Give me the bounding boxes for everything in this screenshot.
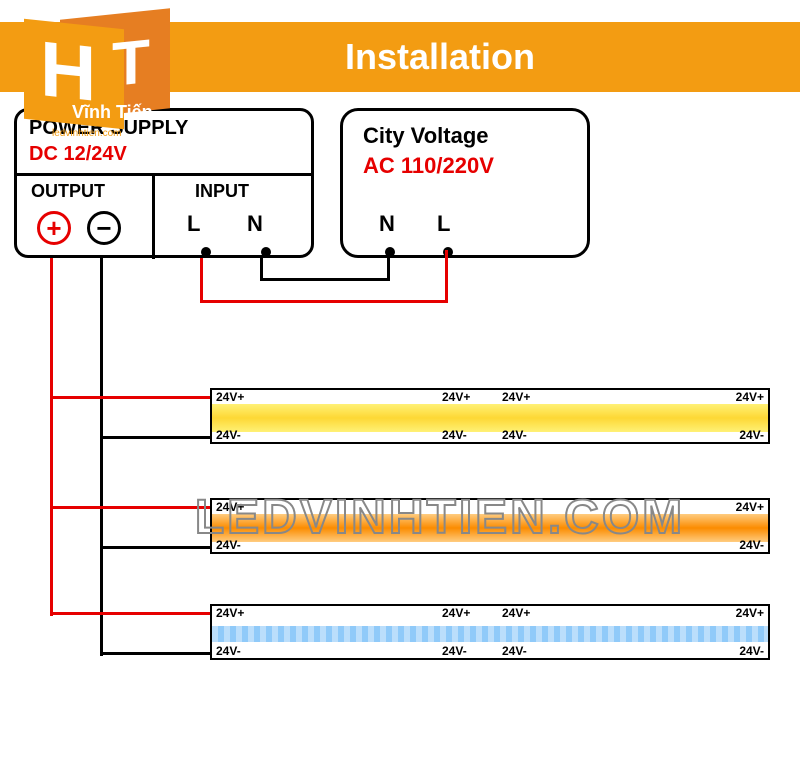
pad-b-2p: 24V+ xyxy=(442,606,470,620)
pad-b-3p: 24V+ xyxy=(502,606,530,620)
city-terminal-N: N xyxy=(379,211,395,237)
psu-terminal-minus: − xyxy=(87,211,121,245)
led-strip-blue: 24V+ 24V- 24V+ 24V- 24V+ 24V- 24V+ 24V- xyxy=(210,604,770,660)
pad-y-3m: 24V- xyxy=(502,428,527,442)
city-voltage-box: City Voltage AC 110/220V N L xyxy=(340,108,590,258)
logo-brand-text: Vĩnh Tiến xyxy=(72,102,153,123)
wire-minus-strip3 xyxy=(100,652,210,655)
led-band-yellow xyxy=(212,404,768,432)
wire-minus-strip1 xyxy=(100,436,210,439)
city-title: City Voltage xyxy=(363,123,489,149)
pad-y-1p: 24V+ xyxy=(216,390,244,404)
pad-y-2m: 24V- xyxy=(442,428,467,442)
brand-logo: H T Vĩnh Tiến ledvinhtien.com xyxy=(12,6,182,146)
wire-ac-N-2 xyxy=(260,278,390,281)
wire-ac-N-3 xyxy=(387,250,390,281)
pad-o-1m: 24V- xyxy=(216,538,241,552)
pad-y-3p: 24V+ xyxy=(502,390,530,404)
psu-output-label: OUTPUT xyxy=(31,181,105,202)
city-terminal-L: L xyxy=(437,211,450,237)
wire-minus-strip2 xyxy=(100,546,210,549)
pad-b-4p: 24V+ xyxy=(736,606,764,620)
psu-terminal-plus: + xyxy=(37,211,71,245)
pad-o-4m: 24V- xyxy=(739,538,764,552)
pad-b-1p: 24V+ xyxy=(216,606,244,620)
pad-b-3m: 24V- xyxy=(502,644,527,658)
wire-plus-strip2 xyxy=(50,506,210,509)
led-band-blue xyxy=(212,622,768,646)
pad-b-2m: 24V- xyxy=(442,644,467,658)
psu-dot-L xyxy=(201,247,211,257)
pad-o-1p: 24V+ xyxy=(216,500,244,514)
wire-dc-plus-trunk xyxy=(50,256,53,616)
pad-y-1m: 24V- xyxy=(216,428,241,442)
pad-b-1m: 24V- xyxy=(216,644,241,658)
led-strip-yellow: 24V+ 24V- 24V+ 24V- 24V+ 24V- 24V+ 24V- xyxy=(210,388,770,444)
psu-input-label: INPUT xyxy=(195,181,249,202)
logo-t: T xyxy=(112,26,150,101)
psu-divider-v xyxy=(152,173,155,259)
psu-divider-h xyxy=(17,173,311,176)
pad-b-4m: 24V- xyxy=(739,644,764,658)
wire-plus-strip3 xyxy=(50,612,210,615)
wire-ac-L-3 xyxy=(445,250,448,303)
pad-y-4m: 24V- xyxy=(739,428,764,442)
pad-o-4p: 24V+ xyxy=(736,500,764,514)
pad-y-4p: 24V+ xyxy=(736,390,764,404)
psu-terminal-N: N xyxy=(247,211,263,237)
led-strip-orange: 24V+ 24V- 24V+ 24V- xyxy=(210,498,770,554)
city-ac-label: AC 110/220V xyxy=(363,153,494,179)
psu-dot-N xyxy=(261,247,271,257)
led-band-orange xyxy=(212,514,768,542)
logo-url: ledvinhtien.com xyxy=(52,128,121,139)
pad-y-2p: 24V+ xyxy=(442,390,470,404)
wire-dc-minus-trunk xyxy=(100,256,103,656)
psu-dc-label: DC 12/24V xyxy=(29,143,127,166)
header-title: Installation xyxy=(345,36,535,78)
psu-terminal-L: L xyxy=(187,211,200,237)
wire-plus-strip1 xyxy=(50,396,210,399)
wire-ac-L-2 xyxy=(200,300,448,303)
